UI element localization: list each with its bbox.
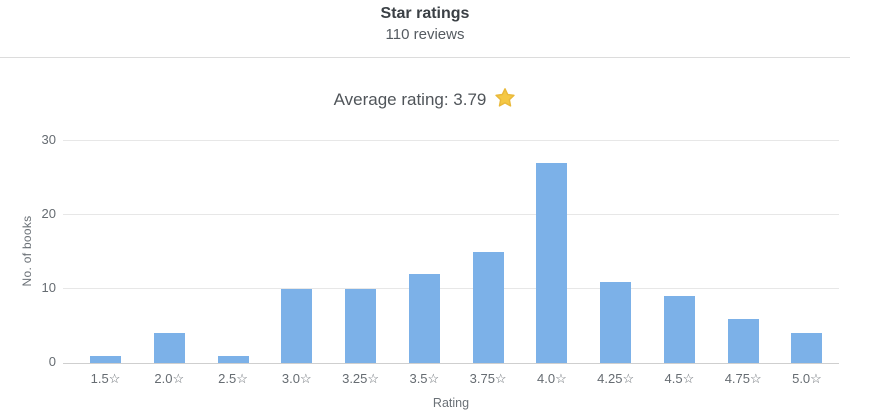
- x-tick-label-1.5star: 1.5☆: [90, 371, 121, 386]
- bar-3.5star: [408, 274, 440, 363]
- plot-area: [63, 130, 839, 364]
- average-rating-label: Average rating: 3.79: [333, 90, 487, 109]
- x-axis-title: Rating: [432, 396, 470, 410]
- gold-star-icon: [494, 87, 516, 113]
- page-title: Star ratings: [380, 5, 470, 22]
- y-tick-label-0: 0: [48, 354, 56, 369]
- bar-5.0star: [791, 333, 823, 363]
- bar-4.0star: [536, 163, 568, 363]
- bar-3.0star: [281, 289, 313, 363]
- y-tick-label-30: 30: [41, 132, 56, 147]
- x-tick-label-4.5star: 4.5☆: [664, 371, 695, 386]
- bar-4.5star: [663, 296, 695, 363]
- y-tick-label-10: 10: [41, 280, 56, 295]
- header-divider: [0, 57, 850, 58]
- x-tick-label-4.75star: 4.75☆: [724, 371, 762, 386]
- bar-4.25star: [600, 281, 632, 363]
- review-count: 110 reviews: [385, 26, 465, 43]
- x-tick-label-4.0star: 4.0☆: [537, 371, 567, 386]
- x-tick-label-2.5star: 2.5☆: [218, 371, 248, 386]
- bar-2.0star: [153, 333, 185, 363]
- x-tick-label-5.0star: 5.0☆: [792, 371, 822, 386]
- y-tick-label-20: 20: [41, 206, 56, 221]
- x-tick-label-3.75star: 3.75☆: [469, 371, 507, 386]
- y-axis-title: No. of books: [20, 215, 34, 287]
- bar-4.75star: [727, 318, 759, 363]
- bar-1.5star: [90, 355, 121, 363]
- bar-3.25star: [345, 289, 377, 363]
- x-tick-label-3.5star: 3.5☆: [409, 371, 440, 386]
- x-tick-label-2.0star: 2.0☆: [154, 371, 185, 386]
- gridline-10: [63, 288, 839, 289]
- gridline-20: [63, 214, 839, 215]
- gridline-30: [63, 140, 839, 141]
- bar-3.75star: [472, 252, 504, 363]
- x-tick-label-3.25star: 3.25☆: [342, 371, 380, 386]
- bar-2.5star: [217, 355, 249, 363]
- x-tick-label-3.0star: 3.0☆: [281, 371, 312, 386]
- average-rating-row: Average rating: 3.79: [0, 87, 850, 113]
- x-tick-label-4.25star: 4.25☆: [597, 371, 635, 386]
- chart-header: Star ratings 110 reviews: [0, 3, 850, 45]
